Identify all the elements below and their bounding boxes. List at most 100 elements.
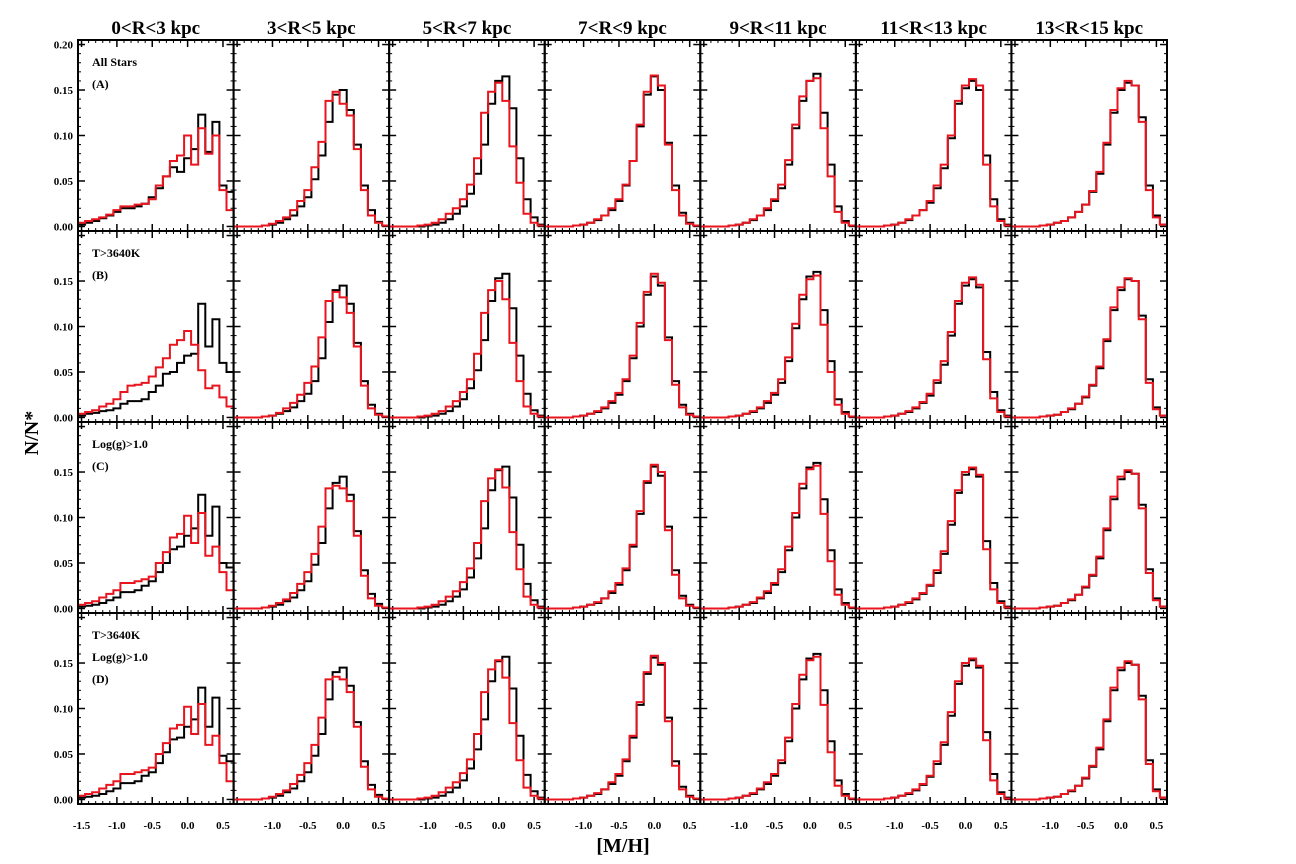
column-title: 3<R<5 kpc	[267, 18, 356, 39]
histogram-panel	[699, 421, 857, 614]
column-title: 7<R<9 kpc	[578, 18, 667, 39]
black-histogram	[1011, 471, 1167, 610]
x-tick-label: 0.5	[994, 820, 1008, 832]
y-tick-label: 0.05	[54, 367, 74, 379]
red-histogram	[700, 77, 856, 228]
red-histogram	[855, 657, 1012, 801]
red-histogram	[544, 272, 701, 419]
y-tick-label: 0.15	[54, 467, 74, 479]
histogram-panel	[388, 39, 546, 232]
row-label: Log(g)>1.0	[92, 650, 148, 664]
black-histogram	[700, 461, 856, 610]
red-histogram	[233, 90, 390, 228]
x-tick-label: 0.0	[492, 820, 506, 832]
red-histogram	[700, 655, 856, 801]
column-title: 11<R<13 kpc	[880, 18, 987, 39]
x-tick-label: 0.0	[336, 820, 350, 832]
red-histogram	[855, 78, 1012, 228]
panel-frame	[1010, 612, 1169, 805]
histogram-panel: -1.0 -0.5 0.0 0.5	[1010, 612, 1169, 832]
histogram-panel	[699, 39, 857, 232]
x-tick-label: -0.5	[766, 820, 784, 832]
x-tick-label: 0.0	[1114, 820, 1128, 832]
black-histogram	[544, 465, 701, 610]
histogram-panel	[699, 230, 857, 423]
x-tick-label: -1.0	[108, 820, 126, 832]
red-histogram	[544, 463, 701, 610]
y-tick-label: 0.10	[54, 704, 74, 716]
black-histogram	[855, 79, 1012, 228]
black-histogram	[78, 493, 235, 608]
black-histogram	[855, 278, 1012, 419]
black-histogram	[389, 272, 545, 419]
red-histogram	[544, 654, 701, 801]
red-histogram	[78, 127, 235, 224]
black-histogram	[78, 113, 235, 226]
y-tick-label: 0.00	[54, 603, 74, 615]
column-title: 0<R<3 kpc	[111, 18, 200, 39]
red-histogram	[389, 81, 545, 228]
red-histogram	[233, 675, 390, 801]
row-label: All Stars	[92, 55, 137, 69]
histogram-panel	[388, 421, 546, 614]
black-histogram	[1011, 662, 1167, 801]
x-tick-label: 0.0	[647, 820, 661, 832]
histogram-panel	[543, 421, 702, 614]
red-histogram	[389, 659, 545, 801]
x-tick-label: 0.5	[372, 820, 386, 832]
x-tick-label: 0.5	[1150, 820, 1164, 832]
x-tick-label: -0.5	[144, 820, 162, 832]
histogram-panel: -1.0 -0.5 0.0 0.5	[388, 612, 546, 832]
histogram-panel: 0.00 0.05 0.10 0.15 0.20 All Stars (A)	[54, 39, 235, 233]
y-tick-label: 0.10	[54, 513, 74, 525]
histogram-panel	[854, 230, 1013, 423]
red-histogram	[78, 512, 235, 606]
histogram-panel: 0.00 0.05 0.10 0.15 Log(g)>1.0 (C)	[54, 421, 235, 615]
y-axis-title: N/N*	[21, 411, 43, 455]
black-histogram	[78, 302, 235, 417]
x-tick-label: -0.5	[921, 820, 939, 832]
histogram-panel	[854, 421, 1013, 614]
row-label: T>3640K	[92, 628, 141, 642]
x-tick-label: 0.0	[803, 820, 817, 832]
column-title: 13<R<15 kpc	[1035, 18, 1143, 39]
panel-frame	[232, 39, 391, 232]
histogram-panel: 0.00 0.05 0.10 0.15 T>3640K (B)	[54, 230, 235, 424]
y-tick-label: 0.05	[54, 749, 74, 761]
histogram-panel: -1.0 -0.5 0.0 0.5	[232, 612, 391, 832]
y-tick-label: 0.15	[54, 85, 74, 97]
row-label: Log(g)>1.0	[92, 437, 148, 451]
x-tick-label: -1.0	[264, 820, 282, 832]
red-histogram	[1011, 660, 1167, 801]
x-tick-label: -1.0	[575, 820, 593, 832]
x-tick-label: -0.5	[1077, 820, 1095, 832]
x-tick-label: 0.0	[181, 820, 195, 832]
red-histogram	[78, 703, 235, 797]
black-histogram	[700, 270, 856, 419]
x-tick-label: -1.0	[1042, 820, 1060, 832]
red-histogram	[544, 74, 701, 228]
histogram-panel: -1.0 -0.5 0.0 0.5	[854, 612, 1013, 832]
x-tick-label: 0.0	[959, 820, 973, 832]
x-tick-label: 0.5	[216, 820, 230, 832]
black-histogram	[389, 465, 545, 610]
black-histogram	[700, 652, 856, 801]
histogram-panel: -1.0 -0.5 0.0 0.5	[543, 612, 702, 832]
red-histogram	[700, 464, 856, 610]
histogram-panel: -1.5 -1.0 -0.5 0.0 0.5 0.00 0.05 0.10 0.15 T>3640…	[54, 612, 235, 832]
row-label: (D)	[92, 672, 109, 686]
red-histogram	[1011, 277, 1167, 419]
red-histogram	[389, 468, 545, 610]
column-title: 5<R<7 kpc	[423, 18, 512, 39]
black-histogram	[389, 75, 545, 228]
y-tick-label: 0.05	[54, 176, 74, 188]
row-label: (A)	[92, 77, 109, 91]
y-tick-label: 0.00	[54, 412, 74, 424]
histogram-panel	[543, 230, 702, 423]
histogram-panel	[1010, 421, 1169, 614]
x-tick-label: -1.5	[73, 820, 91, 832]
panel-frame	[543, 39, 702, 232]
y-tick-label: 0.05	[54, 558, 74, 570]
panel-frame	[232, 421, 391, 614]
